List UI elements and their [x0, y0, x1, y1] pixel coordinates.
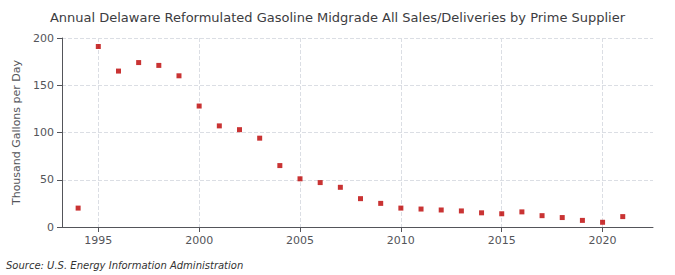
- svg-text:1995: 1995: [84, 234, 112, 247]
- svg-text:200: 200: [33, 32, 54, 45]
- svg-text:Thousand Gallons per Day: Thousand Gallons per Day: [10, 59, 23, 206]
- svg-text:2015: 2015: [488, 234, 516, 247]
- svg-text:100: 100: [33, 126, 54, 139]
- svg-text:Source: U.S. Energy Informatio: Source: U.S. Energy Information Administ…: [6, 260, 243, 271]
- svg-text:2005: 2005: [286, 234, 314, 247]
- svg-text:50: 50: [40, 173, 54, 186]
- svg-text:2020: 2020: [589, 234, 617, 247]
- svg-text:0: 0: [47, 221, 54, 234]
- svg-text:Annual Delaware Reformulated G: Annual Delaware Reformulated Gasoline Mi…: [50, 10, 626, 25]
- svg-text:2000: 2000: [185, 234, 213, 247]
- svg-text:150: 150: [33, 79, 54, 92]
- svg-text:2010: 2010: [387, 234, 415, 247]
